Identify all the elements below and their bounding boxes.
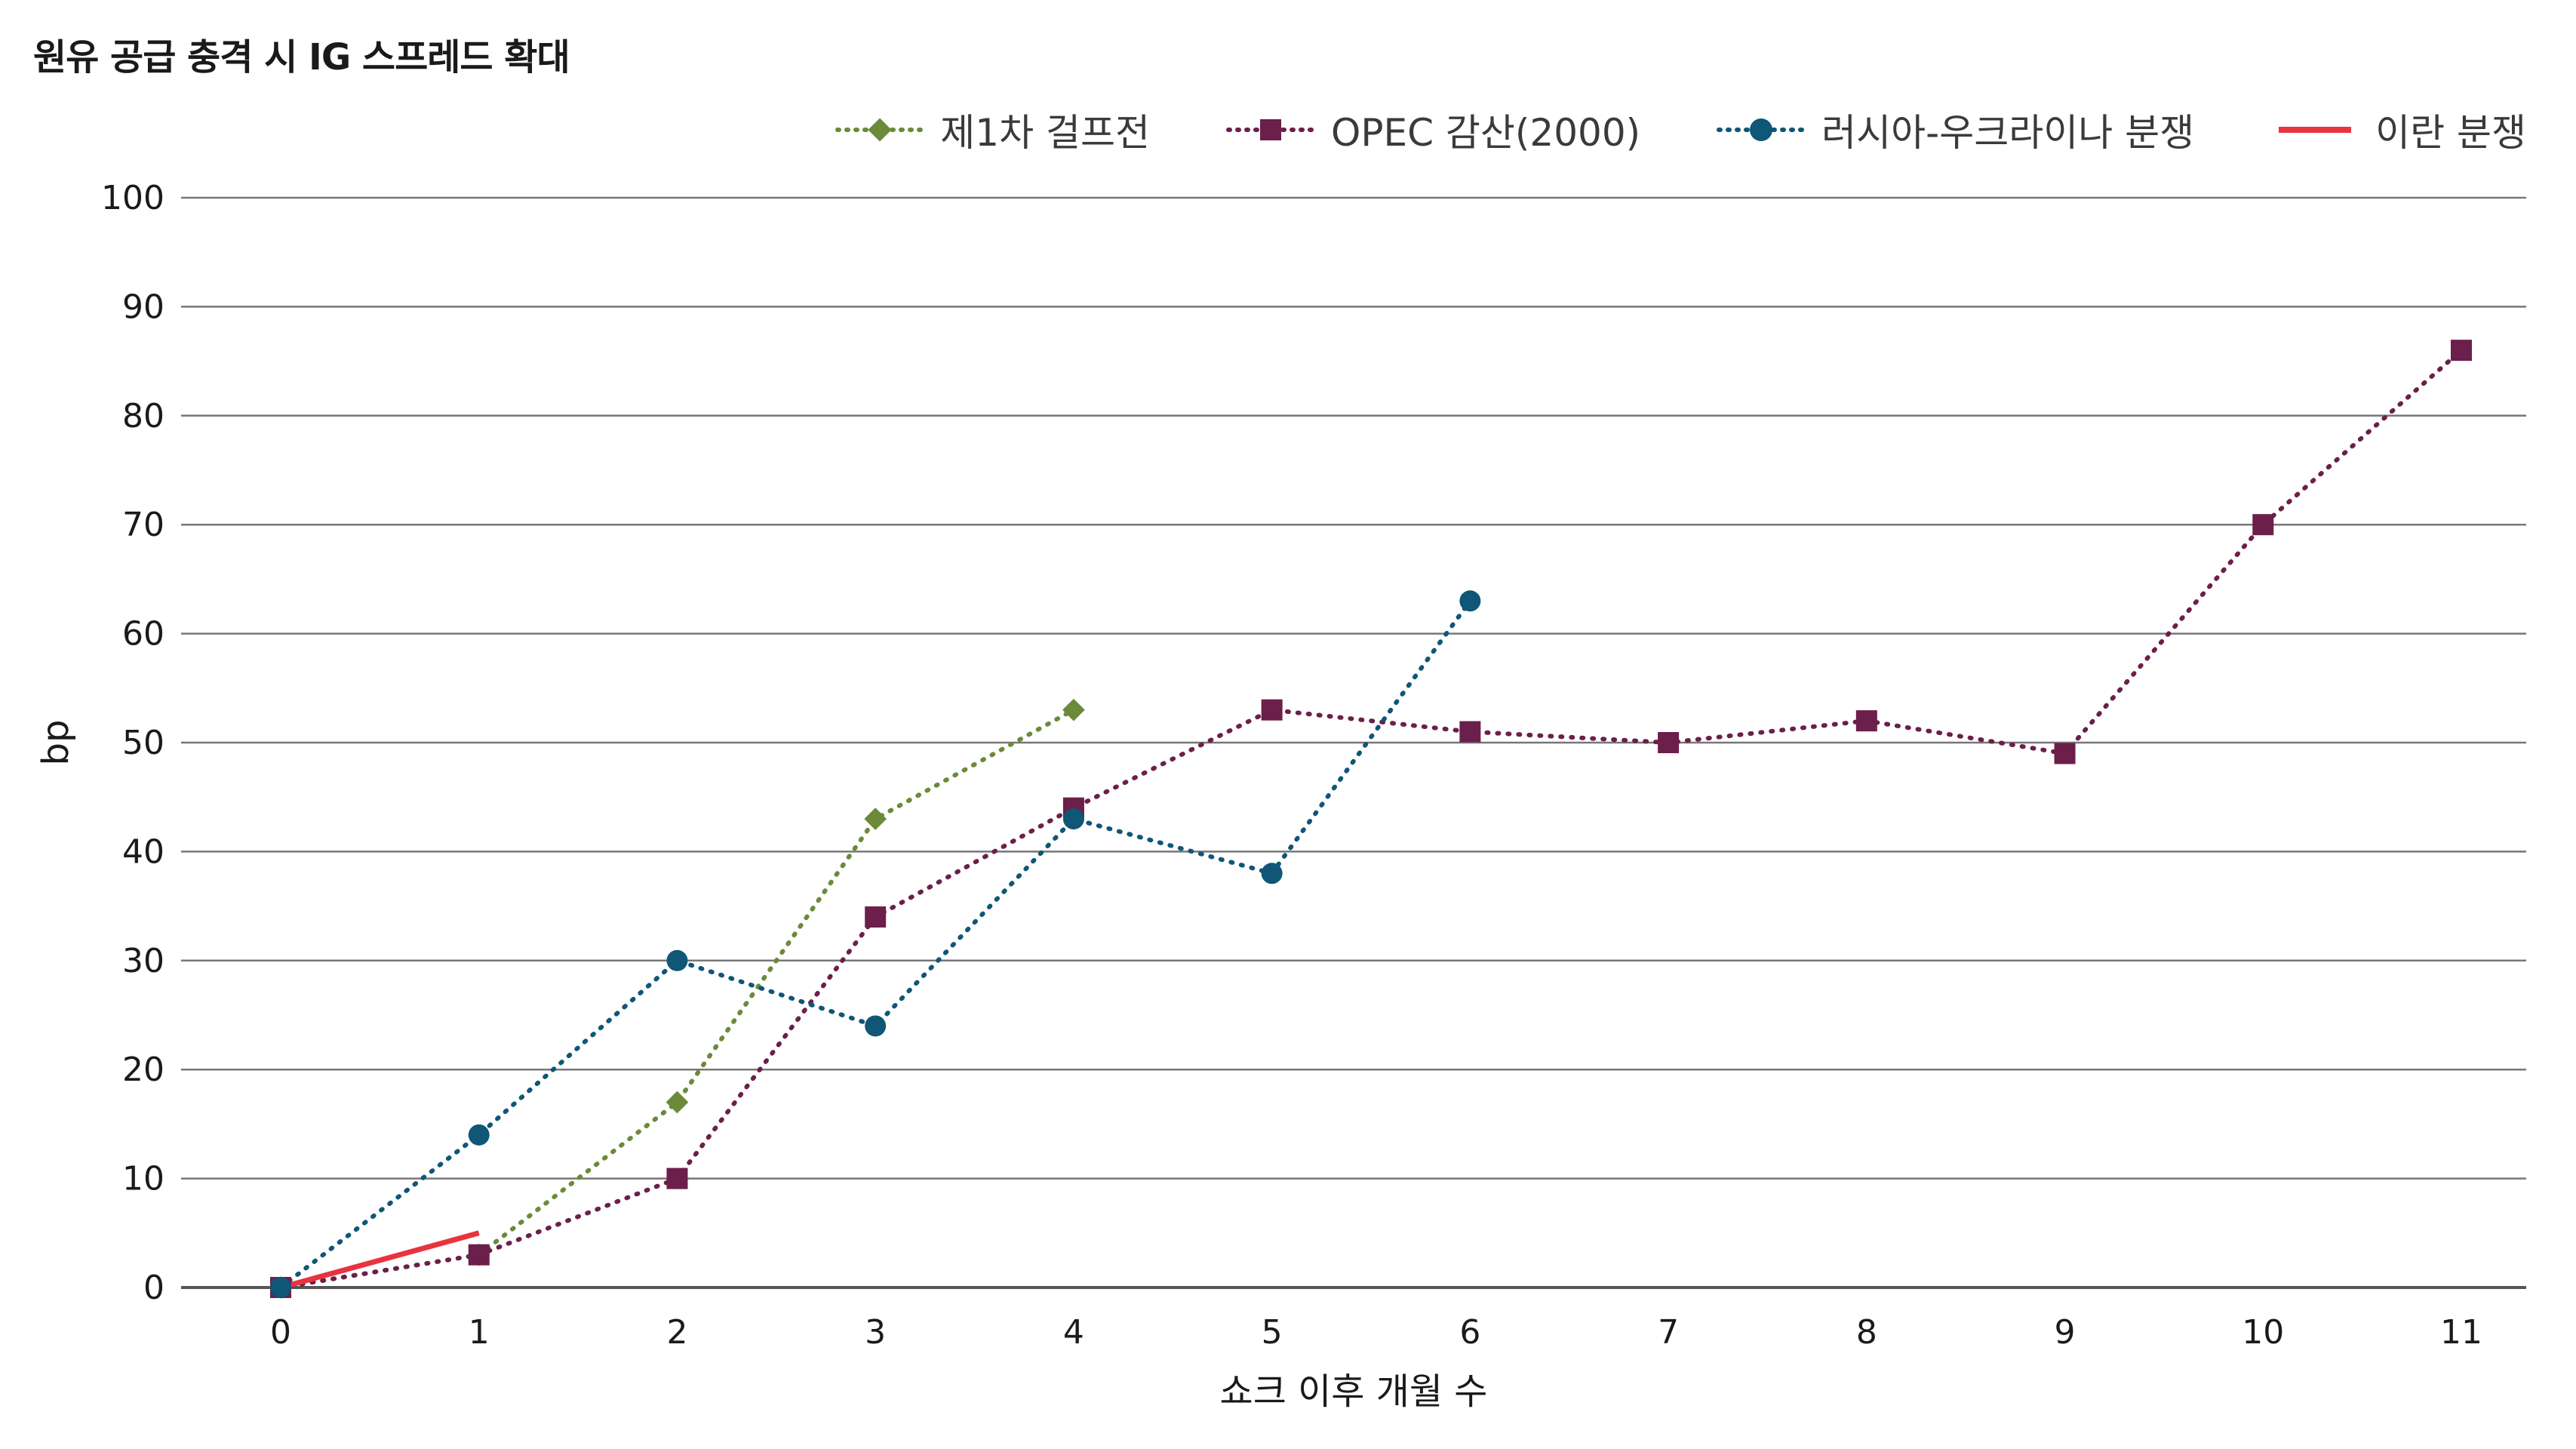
y-tick-label-70: 70 <box>122 506 164 544</box>
legend-item-opec: OPEC 감산(2000) <box>1225 103 1640 157</box>
legend-item-russia-ukraine: 러시아-우크라이나 분쟁 <box>1716 103 2194 157</box>
series-1-point-7 <box>1658 732 1680 753</box>
y-tick-label-60: 60 <box>122 615 164 654</box>
series-lines <box>278 348 2464 1291</box>
series-0-point-2 <box>666 1091 689 1114</box>
series-0-point-3 <box>864 808 887 830</box>
series-2-point-6 <box>1459 590 1481 612</box>
legend-item-gulf-war: 제1차 걸프전 <box>835 103 1150 157</box>
legend-swatch-opec <box>1225 119 1315 140</box>
series-markers <box>269 340 2472 1299</box>
y-tick-label-10: 10 <box>122 1160 164 1198</box>
y-tick-label-50: 50 <box>122 724 164 762</box>
x-tick-label-1: 1 <box>469 1313 490 1352</box>
y-tick-label-90: 90 <box>122 288 164 326</box>
series-2-point-1 <box>468 1124 490 1146</box>
series-2-point-3 <box>865 1015 887 1037</box>
series-1-point-3 <box>865 906 887 928</box>
legend-swatch-russia-ukraine <box>1717 118 1806 141</box>
series-1-point-1 <box>468 1244 490 1266</box>
y-tick-label-30: 30 <box>122 942 164 980</box>
series-1-point-5 <box>1261 699 1283 721</box>
series-1-point-9 <box>2054 743 2076 764</box>
series-1-point-6 <box>1459 721 1481 743</box>
x-tick-label-5: 5 <box>1262 1313 1283 1352</box>
x-axis-ticks: 0 1 2 3 4 5 6 7 8 9 10 11 <box>270 1313 2482 1352</box>
series-2-point-0 <box>270 1277 291 1298</box>
legend: 제1차 걸프전 OPEC 감산(2000) 러시아-우크라이나 분쟁 이란 분쟁 <box>835 103 2526 157</box>
x-tick-label-3: 3 <box>865 1313 886 1352</box>
y-axis-ticks: 0 10 20 30 40 50 60 70 80 90 100 <box>101 179 164 1307</box>
legend-label-russia-ukraine: 러시아-우크라이나 분쟁 <box>1821 111 2195 155</box>
chart-title: 원유 공급 충격 시 IG 스프레드 확대 <box>33 36 570 78</box>
legend-label-iran: 이란 분쟁 <box>2375 111 2526 155</box>
x-tick-label-2: 2 <box>666 1313 687 1352</box>
series-line-2 <box>278 598 1473 1290</box>
series-2-point-4 <box>1062 808 1084 830</box>
series-2-point-5 <box>1261 863 1283 884</box>
y-tick-label-80: 80 <box>122 397 164 435</box>
legend-item-iran: 이란 분쟁 <box>2270 103 2526 157</box>
x-tick-label-8: 8 <box>1856 1313 1877 1352</box>
x-tick-label-11: 11 <box>2440 1313 2482 1352</box>
legend-label-gulf-war: 제1차 걸프전 <box>940 111 1150 155</box>
series-2-point-2 <box>666 949 688 971</box>
x-tick-label-4: 4 <box>1063 1313 1084 1352</box>
series-1-point-10 <box>2252 514 2274 536</box>
y-tick-label-100: 100 <box>101 179 164 217</box>
x-tick-label-7: 7 <box>1658 1313 1679 1352</box>
series-1-point-8 <box>1855 710 1877 732</box>
series-1-point-2 <box>666 1168 688 1189</box>
series-line-3 <box>280 1230 480 1291</box>
series-0-point-4 <box>1062 698 1085 721</box>
y-tick-label-0: 0 <box>143 1269 164 1307</box>
x-axis-title: 쇼크 이후 개월 수 <box>1220 1371 1488 1413</box>
x-tick-label-10: 10 <box>2242 1313 2284 1352</box>
series-line-1 <box>278 348 2464 1290</box>
legend-swatch-iran <box>2279 127 2352 133</box>
y-tick-label-40: 40 <box>122 832 164 871</box>
x-tick-label-9: 9 <box>2055 1313 2076 1352</box>
legend-label-opec: OPEC 감산(2000) <box>1330 111 1641 155</box>
x-tick-label-6: 6 <box>1459 1313 1480 1352</box>
y-tick-label-20: 20 <box>122 1051 164 1089</box>
grid-lines <box>181 196 2526 1289</box>
legend-swatch-gulf-war <box>835 118 925 142</box>
series-line-0 <box>278 707 1076 1290</box>
x-tick-label-0: 0 <box>270 1313 291 1352</box>
series-1-point-11 <box>2451 340 2472 361</box>
y-axis-title: bp <box>35 720 77 766</box>
